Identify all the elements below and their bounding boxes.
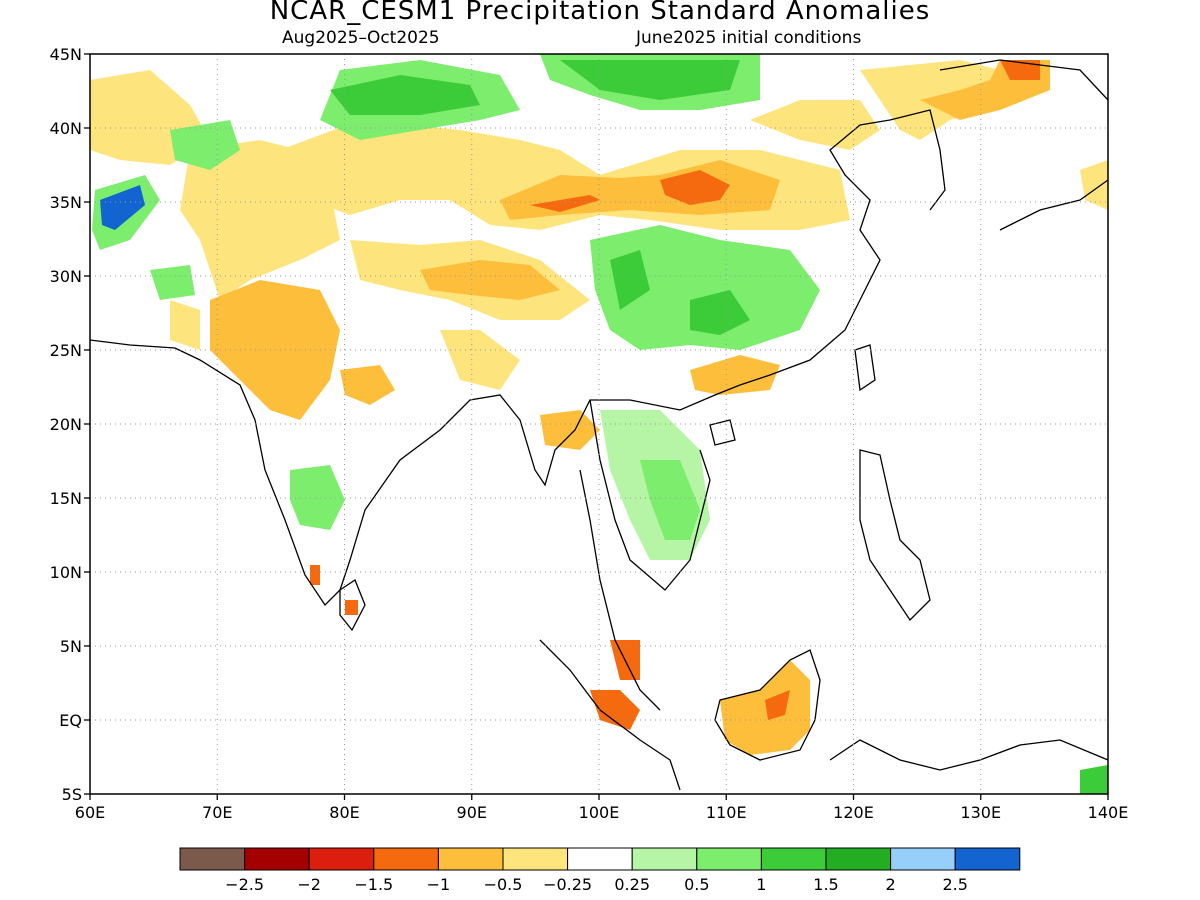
colorbar-label: −1: [427, 875, 451, 894]
lat-axis: 45N 40N 35N 30N 25N 20N 15N 10N 5N EQ 5S: [50, 45, 90, 804]
colorbar-label: 1.5: [813, 875, 838, 894]
colorbar-swatch: [179, 847, 246, 871]
colorbar-swatch: [437, 847, 504, 871]
lat-lon-grid: [90, 54, 1108, 794]
colorbar-swatch: [696, 847, 762, 871]
colorbar-swatch: [567, 847, 633, 871]
lon-axis: 60E 70E 80E 90E 100E 110E 120E 130E 140E: [75, 794, 1129, 822]
lat-tick-label: EQ: [59, 711, 82, 730]
lon-tick-label: 100E: [579, 803, 620, 822]
colorbar-swatch: [760, 847, 827, 871]
lat-tick-label: 20N: [50, 415, 82, 434]
colorbar: −2.5 −2 −1.5 −1 −0.5 −0.25 0.25 0.5 1 1.5 2 2.5: [179, 847, 1021, 894]
lon-tick-label: 60E: [75, 803, 105, 822]
colorbar-label: −2.5: [225, 875, 264, 894]
colorbar-swatch: [890, 847, 956, 871]
map-title: NCAR_CESM1 Precipitation Standard Anomal…: [269, 0, 931, 26]
lat-tick-label: 10N: [50, 563, 82, 582]
lon-tick-label: 70E: [202, 803, 232, 822]
lon-tick-label: 110E: [706, 803, 747, 822]
colorbar-label: 2.5: [942, 875, 967, 894]
forecast-period: Aug2025–Oct2025: [282, 28, 440, 48]
colorbar-label: −0.25: [543, 875, 592, 894]
colorbar-label: 2: [886, 875, 896, 894]
coastlines: [90, 59, 1108, 791]
lat-tick-label: 15N: [50, 489, 82, 508]
lat-tick-label: 5N: [60, 637, 82, 656]
colorbar-label: 1: [756, 875, 766, 894]
colorbar-swatch: [502, 847, 569, 871]
colorbar-swatch: [954, 847, 1021, 871]
colorbar-label: −0.5: [484, 875, 523, 894]
lon-tick-label: 120E: [833, 803, 874, 822]
lat-tick-label: 35N: [50, 193, 82, 212]
lon-tick-label: 130E: [960, 803, 1001, 822]
lon-tick-label: 90E: [457, 803, 487, 822]
colorbar-swatch: [373, 847, 439, 871]
lon-tick-label: 80E: [329, 803, 359, 822]
colorbar-label: 0.5: [684, 875, 709, 894]
colorbar-swatch: [631, 847, 698, 871]
lat-tick-label: 40N: [50, 119, 82, 138]
initial-conditions: June2025 initial conditions: [636, 28, 862, 48]
colorbar-label: −2: [297, 875, 321, 894]
lon-tick-label: 140E: [1088, 803, 1129, 822]
lat-tick-label: 30N: [50, 267, 82, 286]
colorbar-label: 0.25: [614, 875, 650, 894]
colorbar-label: −1.5: [354, 875, 393, 894]
lat-tick-label: 25N: [50, 341, 82, 360]
colorbar-swatch: [308, 847, 375, 871]
lat-tick-label: 45N: [50, 45, 82, 64]
lat-tick-label: 5S: [62, 785, 82, 804]
colorbar-swatch: [244, 847, 310, 871]
colorbar-swatch: [825, 847, 892, 871]
